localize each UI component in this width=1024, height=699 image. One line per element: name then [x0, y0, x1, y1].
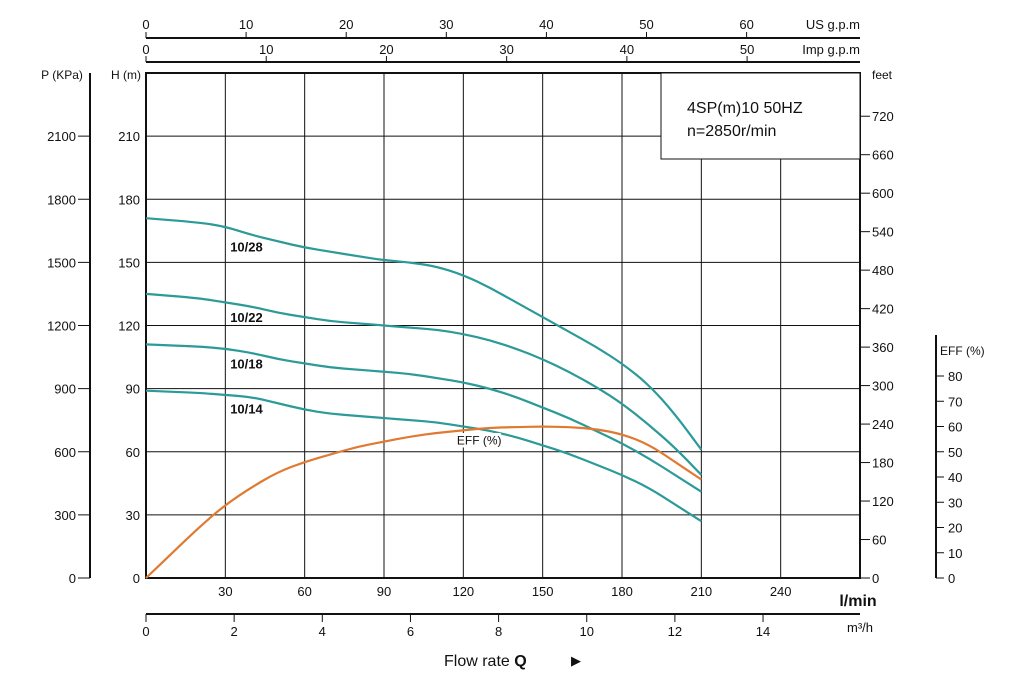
x-impgpm-tick-label: 30 — [499, 42, 513, 57]
x-impgpm-tick-label: 40 — [620, 42, 634, 57]
y-pressure-tick-label: 1500 — [47, 255, 76, 270]
x-usgpm-tick-label: 20 — [339, 17, 353, 32]
x-lmin-tick-label: 150 — [532, 584, 554, 599]
y-feet-tick-label: 120 — [872, 494, 894, 509]
info-box — [660, 72, 861, 160]
x-usgpm-tick-label: 60 — [739, 17, 753, 32]
y-head-tick-label: 150 — [118, 255, 140, 270]
y-pressure-tick-label: 600 — [54, 445, 76, 460]
x-impgpm-tick-label: 50 — [740, 42, 754, 57]
y-head-tick-label: 30 — [126, 508, 140, 523]
x-m3h-tick-label: 10 — [580, 624, 594, 639]
y-pressure-tick-label: 0 — [69, 571, 76, 586]
y-pressure-tick-label: 1800 — [47, 192, 76, 207]
y-eff-tick-label: 60 — [948, 420, 962, 435]
x-lmin-tick-label: 30 — [218, 584, 232, 599]
y-eff-tick-label: 70 — [948, 394, 962, 409]
series-line-10-22 — [145, 292, 703, 476]
y-pressure-tick-label: 1200 — [47, 319, 76, 334]
y-feet-tick-label: 240 — [872, 417, 894, 432]
axes — [78, 32, 944, 622]
x-lmin-tick-label: 210 — [690, 584, 712, 599]
y-feet-tick-label: 600 — [872, 186, 894, 201]
y-eff-tick-label: 10 — [948, 546, 962, 561]
y-pressure-tick-label: 2100 — [47, 129, 76, 144]
y-eff-tick-label: 40 — [948, 470, 962, 485]
x-lmin-tick-label: 240 — [770, 584, 792, 599]
x-usgpm-tick-label: 30 — [439, 17, 453, 32]
y-head-axis-label: H (m) — [111, 68, 141, 82]
y-eff-tick-label: 30 — [948, 495, 962, 510]
flow-rate-arrow: ▶ — [571, 653, 581, 668]
y-feet-tick-label: 480 — [872, 263, 894, 278]
y-pressure-tick-label: 900 — [54, 382, 76, 397]
x-m3h-tick-label: 2 — [231, 624, 238, 639]
y-feet-tick-label: 180 — [872, 456, 894, 471]
series-line-10-28 — [145, 217, 703, 451]
x-m3h-tick-label: 14 — [756, 624, 770, 639]
flow-rate-label: Flow rate Q — [444, 653, 527, 670]
y-feet-tick-label: 300 — [872, 379, 894, 394]
series-line-eff — [145, 425, 702, 579]
y-feet-tick-label: 420 — [872, 302, 894, 317]
y-feet-axis-label: feet — [872, 68, 893, 82]
x-m3h-axis-label: m³/h — [847, 620, 873, 635]
x-usgpm-tick-label: 10 — [239, 17, 253, 32]
x-impgpm-axis-label: Imp g.p.m — [802, 42, 860, 57]
series — [145, 217, 703, 579]
series-label-10-28: 10/28 — [230, 239, 263, 254]
series-line-10-18 — [145, 343, 702, 493]
series-label-eff: EFF (%) — [457, 434, 502, 448]
x-lmin-tick-label: 60 — [297, 584, 311, 599]
y-head-tick-label: 0 — [133, 571, 140, 586]
info-speed: n=2850r/min — [687, 123, 776, 140]
info-model: 4SP(m)10 50HZ — [687, 100, 803, 117]
y-head-tick-label: 210 — [118, 129, 140, 144]
x-m3h-tick-label: 12 — [668, 624, 682, 639]
y-eff-tick-label: 20 — [948, 521, 962, 536]
y-head-tick-label: 120 — [118, 319, 140, 334]
x-m3h-tick-label: 0 — [142, 624, 149, 639]
x-usgpm-tick-label: 40 — [539, 17, 553, 32]
y-feet-tick-label: 60 — [872, 533, 886, 548]
series-label-10-22: 10/22 — [230, 310, 263, 325]
labels: 4SP(m)10 50HZn=2850r/min0306090120150180… — [41, 17, 985, 670]
series-label-10-18: 10/18 — [230, 356, 263, 371]
y-eff-axis-label: EFF (%) — [940, 344, 985, 358]
x-m3h-tick-label: 4 — [319, 624, 326, 639]
x-usgpm-tick-label: 50 — [639, 17, 653, 32]
y-head-tick-label: 60 — [126, 445, 140, 460]
y-head-tick-label: 180 — [118, 192, 140, 207]
series-label-10-14: 10/14 — [230, 402, 263, 417]
y-head-tick-label: 90 — [126, 382, 140, 397]
x-lmin-tick-label: 180 — [611, 584, 633, 599]
x-lmin-tick-label: 120 — [452, 584, 474, 599]
x-lmin-axis-label: l/min — [839, 593, 876, 610]
y-feet-tick-label: 0 — [872, 571, 879, 586]
y-pressure-axis-label: P (KPa) — [41, 68, 83, 82]
y-eff-tick-label: 50 — [948, 445, 962, 460]
x-m3h-tick-label: 8 — [495, 624, 502, 639]
x-impgpm-tick-label: 10 — [259, 42, 273, 57]
y-eff-tick-label: 80 — [948, 369, 962, 384]
y-feet-tick-label: 540 — [872, 225, 894, 240]
y-feet-tick-label: 660 — [872, 148, 894, 163]
grid — [145, 72, 861, 579]
y-eff-tick-label: 0 — [948, 571, 955, 586]
x-impgpm-tick-label: 20 — [379, 42, 393, 57]
y-feet-tick-label: 720 — [872, 109, 894, 124]
x-usgpm-tick-label: 0 — [142, 17, 149, 32]
x-lmin-tick-label: 90 — [377, 584, 391, 599]
x-impgpm-tick-label: 0 — [142, 42, 149, 57]
y-feet-tick-label: 360 — [872, 340, 894, 355]
series-line-10-14 — [145, 389, 702, 523]
y-pressure-tick-label: 300 — [54, 508, 76, 523]
x-m3h-tick-label: 6 — [407, 624, 414, 639]
x-usgpm-axis-label: US g.p.m — [806, 17, 860, 32]
